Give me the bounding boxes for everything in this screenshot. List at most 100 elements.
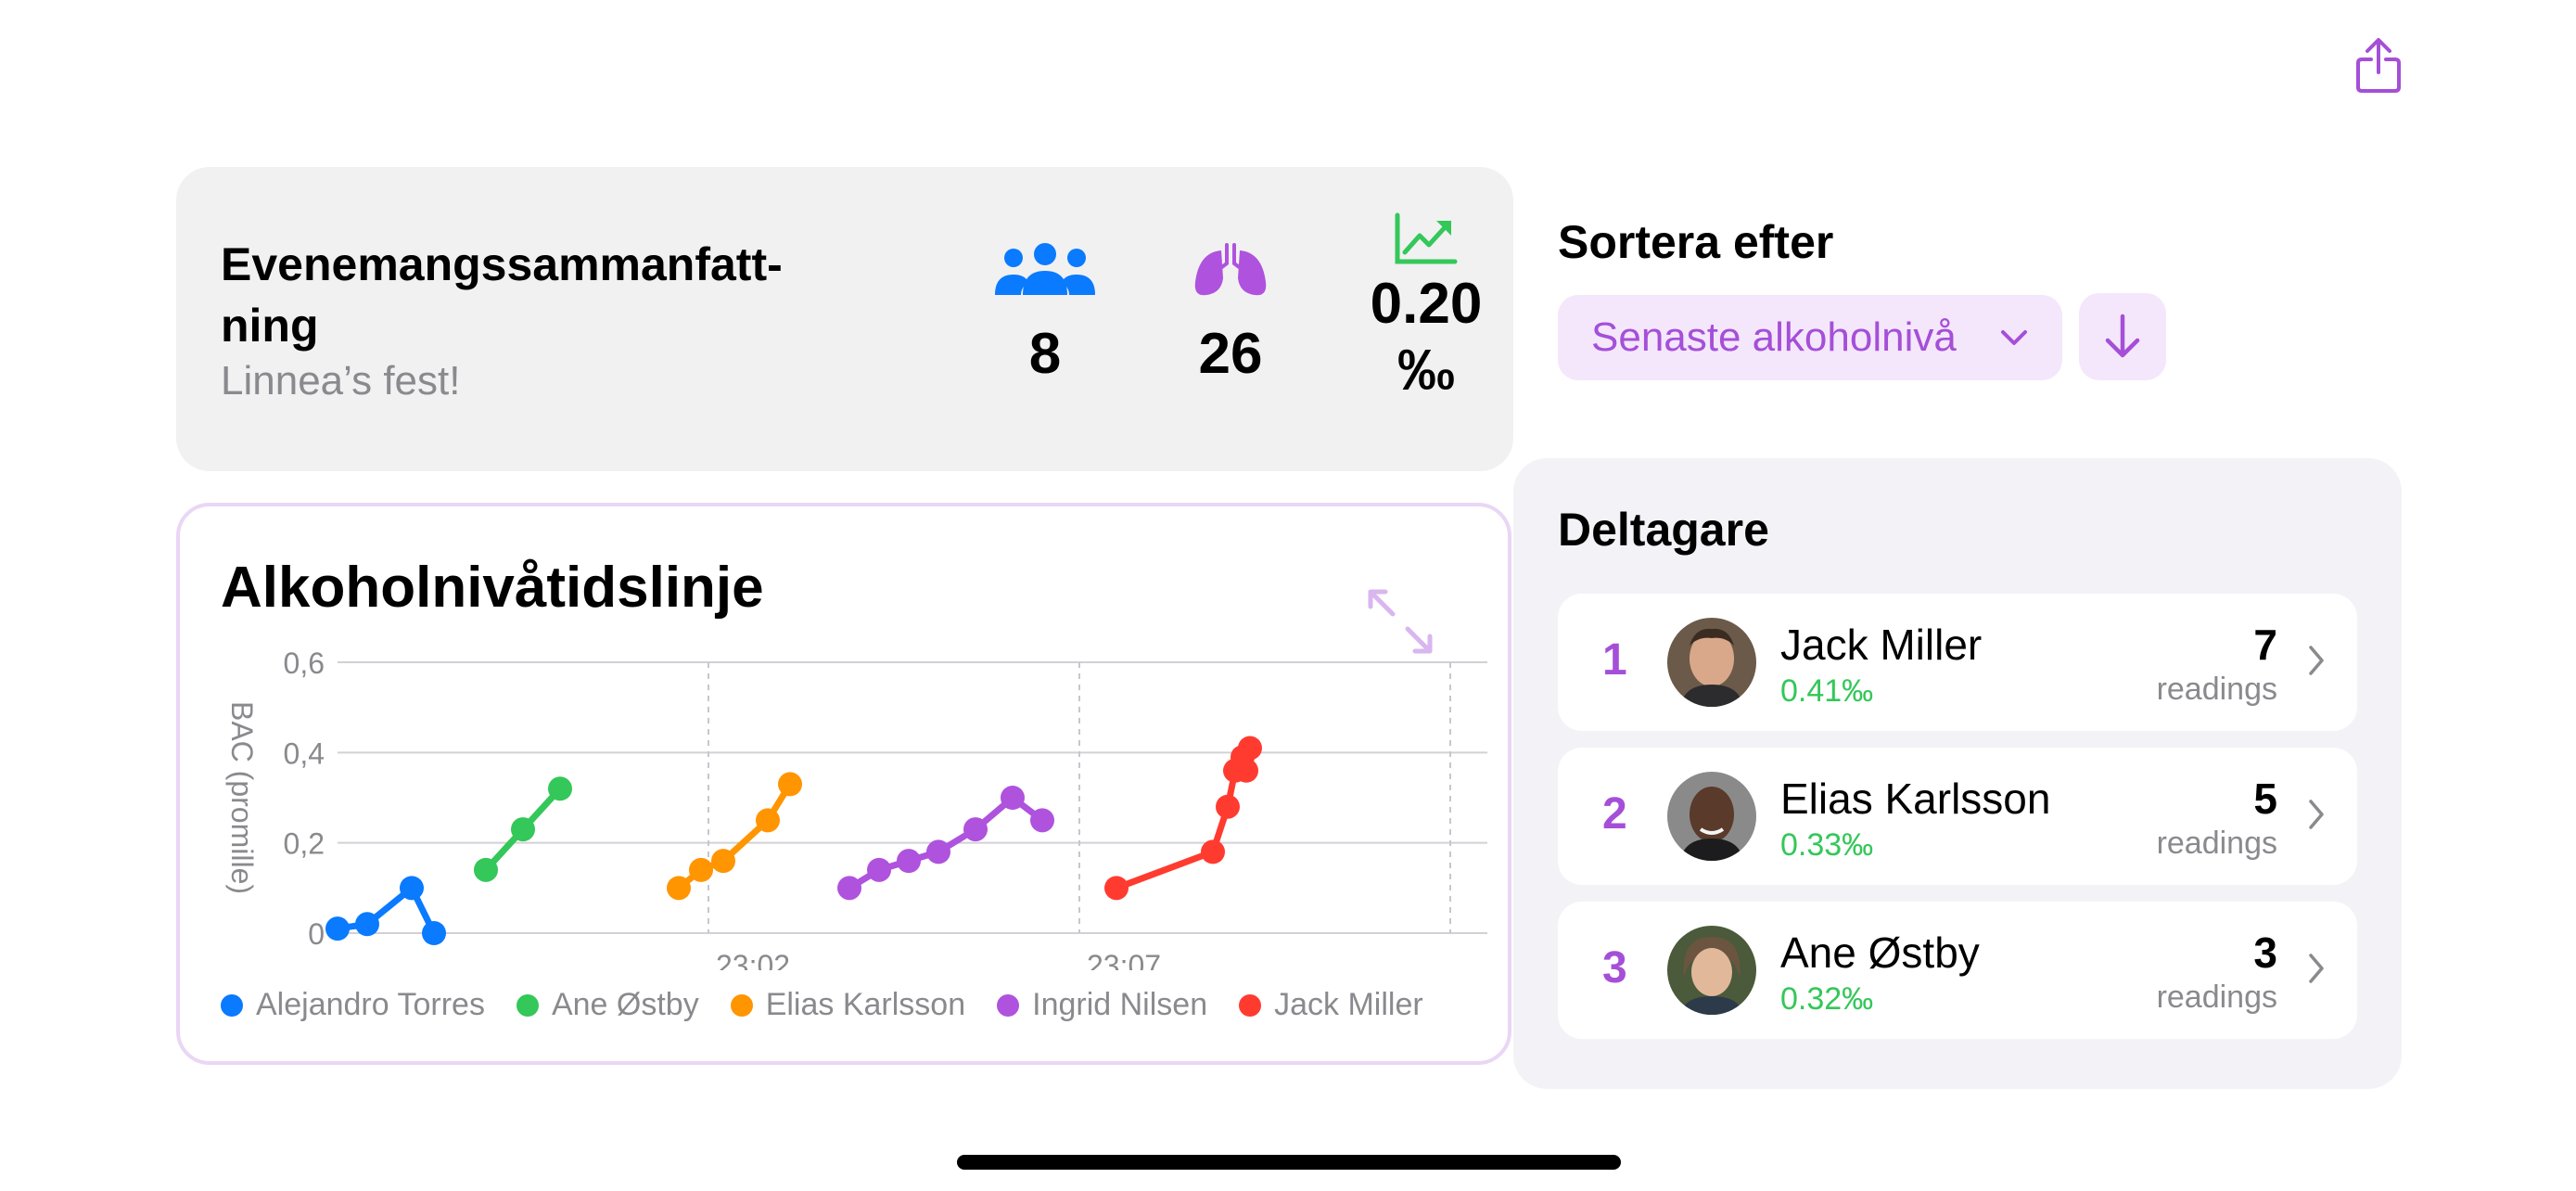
summary-subtitle: Linnea’s fest!	[221, 358, 461, 403]
legend-dot	[221, 993, 243, 1017]
participant-row[interactable]: 1 Jack Miller 0.41‰ 7 readings	[1558, 594, 2357, 731]
data-point	[897, 849, 921, 874]
avatar	[1667, 772, 1756, 861]
chevron-right-icon	[2309, 800, 2324, 829]
series-line	[334, 884, 438, 937]
chart-title: Alkoholnivåtidslinje	[221, 556, 764, 620]
data-point	[1030, 808, 1054, 833]
readings-count: 5	[2253, 775, 2277, 823]
data-point	[325, 916, 350, 941]
avatar	[1667, 926, 1756, 1015]
legend-item: Ingrid Nilsen	[997, 987, 1207, 1023]
participant-rank: 1	[1602, 635, 1627, 685]
legend-label: Ane Østby	[551, 987, 699, 1022]
trend-up-icon	[1395, 212, 1458, 264]
data-point	[1001, 786, 1025, 810]
y-tick-label: 0,4	[284, 736, 325, 770]
share-icon	[2356, 38, 2401, 93]
data-point	[689, 857, 713, 882]
readings-label: readings	[2156, 672, 2277, 707]
lungs-icon	[1194, 243, 1267, 296]
expand-icon	[1368, 589, 1433, 654]
data-point	[1216, 794, 1240, 819]
participant-row[interactable]: 2 Elias Karlsson 0.33‰ 5 readings	[1558, 748, 2357, 885]
data-point	[355, 912, 379, 937]
bac-chart: 0 0,2 0,4 0,6 23:02 23:07 ... BAC (promille)	[225, 647, 1487, 970]
legend-label: Jack Miller	[1274, 987, 1423, 1022]
data-point	[422, 921, 446, 945]
avatar	[1667, 618, 1756, 707]
data-point	[474, 857, 498, 882]
data-point	[511, 817, 535, 842]
share-button[interactable]	[2351, 33, 2406, 98]
sort-selected-label: Senaste alkoholnivå	[1591, 314, 1957, 360]
data-point	[667, 876, 691, 901]
y-tick-label: 0,6	[284, 647, 325, 680]
participant-name: Jack Miller	[1780, 621, 1983, 669]
data-point	[837, 876, 861, 901]
readings-count: 7	[2253, 621, 2277, 669]
participant-rank: 2	[1602, 789, 1627, 839]
sort-dropdown[interactable]: Senaste alkoholnivå	[1558, 295, 2062, 380]
data-point	[1201, 839, 1225, 864]
sort-direction-button[interactable]	[2079, 293, 2166, 380]
sort-title: Sortera efter	[1558, 216, 1834, 268]
chevron-right-icon	[2309, 646, 2324, 675]
data-point	[963, 817, 988, 842]
legend-dot	[516, 993, 539, 1017]
data-point	[1234, 758, 1258, 783]
event-summary-card: Evenemangssammanfatt-ning Linnea’s fest!…	[176, 167, 1513, 471]
participants-card: Deltagare 1 Jack Miller 0.41‰ 7 readings…	[1513, 458, 2402, 1089]
chevron-right-icon	[2309, 954, 2324, 983]
people-icon	[995, 243, 1095, 295]
data-point	[548, 776, 572, 801]
participant-bac: 0.32‰	[1780, 981, 1874, 1017]
data-point	[1238, 736, 1262, 761]
participants-stat: 8	[976, 241, 1115, 387]
readings-label: readings	[2156, 980, 2277, 1015]
legend-item: Alejandro Torres	[221, 987, 485, 1023]
legend-label: Ingrid Nilsen	[1032, 987, 1208, 1022]
x-tick-label: 23:07	[1087, 949, 1161, 970]
x-tick-label: 23:02	[716, 949, 790, 970]
chart-legend: Alejandro Torres Ane Østby Elias Karlsson I…	[221, 987, 1423, 1023]
arrow-down-icon	[2105, 314, 2140, 358]
y-tick-label: 0,2	[284, 827, 325, 861]
legend-label: Elias Karlsson	[765, 987, 966, 1022]
data-point	[711, 849, 735, 874]
home-indicator	[957, 1155, 1621, 1170]
summary-title: Evenemangssammanfatt-ning	[221, 238, 783, 352]
data-point	[778, 772, 802, 797]
participant-rank: 3	[1602, 943, 1627, 992]
legend-item: Jack Miller	[1239, 987, 1423, 1023]
legend-dot	[1239, 993, 1262, 1017]
tests-stat: 26	[1161, 241, 1300, 387]
data-point	[867, 857, 891, 882]
legend-item: Ane Østby	[516, 987, 699, 1023]
legend-item: Elias Karlsson	[730, 987, 966, 1023]
expand-button[interactable]	[1363, 584, 1437, 659]
y-tick-label: 0	[308, 917, 325, 951]
participants-count: 8	[1028, 322, 1062, 386]
participants-title: Deltagare	[1558, 504, 1769, 556]
participant-name: Ane Østby	[1780, 928, 1980, 977]
participant-name: Elias Karlsson	[1780, 775, 2051, 823]
tests-count: 26	[1198, 322, 1263, 386]
data-point	[400, 876, 424, 901]
legend-dot	[997, 993, 1020, 1017]
avg-bac-stat: 0.20 ‰	[1343, 211, 1510, 404]
x-tick-label: ...	[1458, 949, 1483, 970]
participant-bac: 0.41‰	[1780, 673, 1874, 709]
participant-bac: 0.33‰	[1780, 827, 1874, 863]
legend-dot	[730, 993, 753, 1017]
avg-bac-value: 0.20 ‰	[1370, 272, 1483, 403]
chevron-down-icon	[2001, 330, 2027, 345]
data-point	[926, 839, 950, 864]
sort-card: Sortera efter Senaste alkoholnivå	[1513, 167, 2402, 427]
bac-timeline-card: Alkoholnivåtidslinje 0 0,2 0,4 0,6 23:02 23:0…	[176, 503, 1511, 1065]
y-axis-label: BAC (promille)	[225, 701, 259, 894]
readings-count: 3	[2253, 928, 2277, 977]
participant-row[interactable]: 3 Ane Østby 0.32‰ 3 readings	[1558, 902, 2357, 1039]
data-point	[756, 808, 780, 833]
data-point	[1104, 876, 1129, 901]
